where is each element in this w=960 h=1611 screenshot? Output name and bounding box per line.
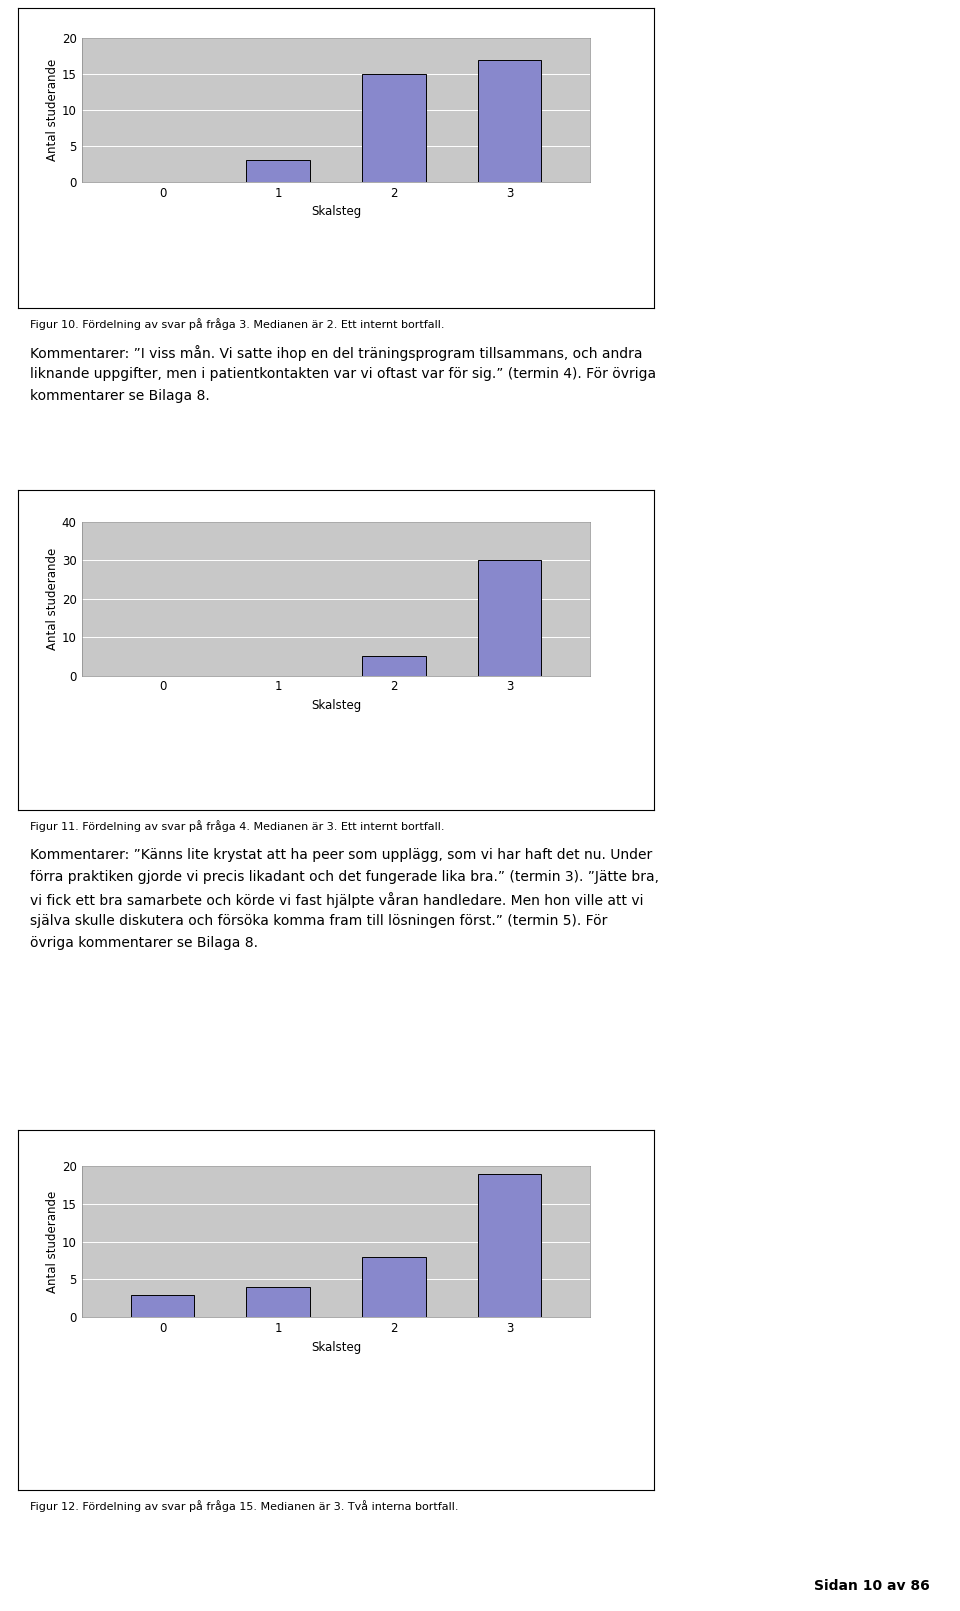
Bar [247,1287,310,1318]
Text: Fråga 4.
I vilken grad har samverkan tillsammans med din(a)
kamrat(er) fungerat : Fråga 4. I vilken grad har samverkan til… [161,528,511,572]
Text: Figur 12. Fördelning av svar på fråga 15. Medianen är 3. Två interna bortfall.: Figur 12. Fördelning av svar på fråga 15… [30,1500,459,1511]
Text: liknande uppgifter, men i patientkontakten var vi oftast var för sig.” (termin 4: liknande uppgifter, men i patientkontakt… [30,367,656,380]
Text: förra praktiken gjorde vi precis likadant och det fungerade lika bra.” (termin 3: förra praktiken gjorde vi precis likadan… [30,870,659,884]
Text: Kommentarer: ”Känns lite krystat att ha peer som upplägg, som vi har haft det nu: Kommentarer: ”Känns lite krystat att ha … [30,847,652,862]
Bar [362,1257,425,1318]
Text: Figur 10. Fördelning av svar på fråga 3. Medianen är 2. Ett internt bortfall.: Figur 10. Fördelning av svar på fråga 3.… [30,317,444,330]
Bar [362,656,425,675]
X-axis label: Skalsteg: Skalsteg [311,1340,361,1353]
Bar [362,74,425,182]
Text: Figur 11. Fördelning av svar på fråga 4. Medianen är 3. Ett internt bortfall.: Figur 11. Fördelning av svar på fråga 4.… [30,820,444,831]
Text: Fråga 3.
I vilken grad bedömer du att din/a kamrat/er har
samverkat i olika akti: Fråga 3. I vilken grad bedömer du att di… [174,43,498,89]
Y-axis label: Antal studerande: Antal studerande [46,60,60,161]
Text: Kommentarer: ”I viss mån. Vi satte ihop en del träningsprogram tillsammans, och : Kommentarer: ”I viss mån. Vi satte ihop … [30,345,642,361]
X-axis label: Skalsteg: Skalsteg [311,206,361,219]
Text: själva skulle diskutera och försöka komma fram till lösningen först.” (termin 5): själva skulle diskutera och försöka komm… [30,913,608,928]
Text: Fråga 15.
I vilken grad har stödet från handledare(n) underlättat
för dig att ku: Fråga 15. I vilken grad har stödet från … [154,1173,518,1234]
Text: Sidan 10 av 86: Sidan 10 av 86 [814,1579,930,1593]
Bar [478,60,541,182]
Y-axis label: Antal studerande: Antal studerande [46,548,60,649]
Bar [478,1173,541,1318]
Y-axis label: Antal studerande: Antal studerande [46,1191,60,1292]
X-axis label: Skalsteg: Skalsteg [311,699,361,712]
Bar [247,161,310,182]
Bar [478,561,541,675]
Text: vi fick ett bra samarbete och körde vi fast hjälpte våran handledare. Men hon vi: vi fick ett bra samarbete och körde vi f… [30,892,643,909]
Bar [131,1295,194,1318]
Text: kommentarer se Bilaga 8.: kommentarer se Bilaga 8. [30,388,209,403]
Text: övriga kommentarer se Bilaga 8.: övriga kommentarer se Bilaga 8. [30,936,258,950]
